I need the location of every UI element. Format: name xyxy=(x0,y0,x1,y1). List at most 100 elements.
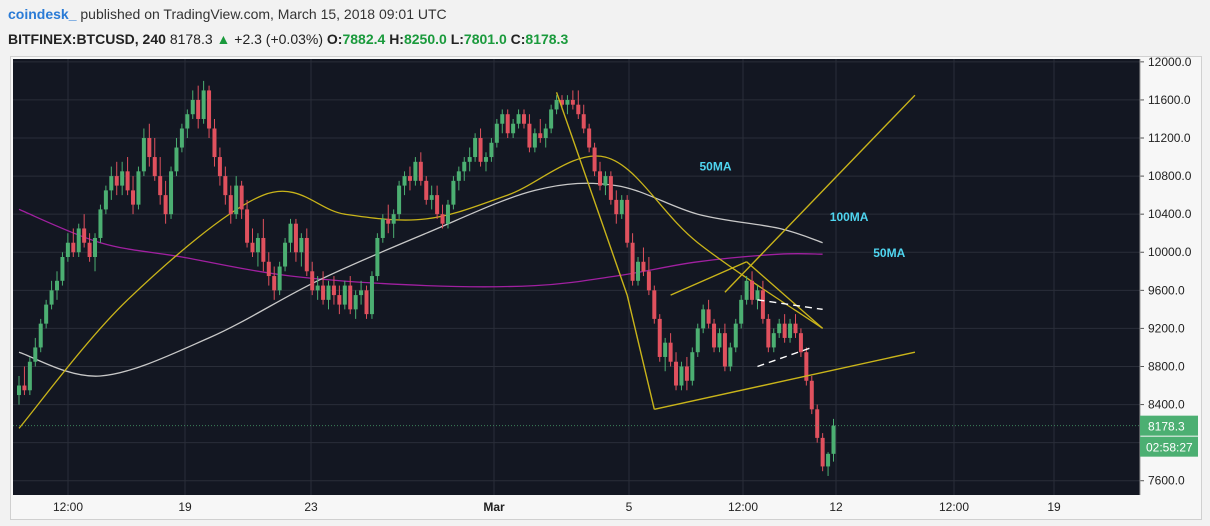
candle-body xyxy=(136,171,141,205)
candle-body xyxy=(158,176,163,196)
candle-body xyxy=(201,90,206,119)
ma-annotation: 50MA xyxy=(699,159,731,173)
candle-body xyxy=(359,290,364,296)
candle-body xyxy=(288,223,293,243)
candle-body xyxy=(131,190,136,205)
candle-body xyxy=(608,176,613,200)
y-tick-label: 9200.0 xyxy=(1148,321,1185,335)
candle-body xyxy=(603,176,608,186)
candle-body xyxy=(798,333,803,353)
candle-body xyxy=(245,209,250,243)
publish-info: published on TradingView.com, March 15, … xyxy=(80,6,447,22)
candle-body xyxy=(65,242,70,258)
y-tick-label: 8400.0 xyxy=(1148,398,1185,412)
trendline xyxy=(746,261,824,329)
candle-body xyxy=(739,299,744,324)
candle-body xyxy=(196,99,201,119)
candle-body xyxy=(576,104,581,115)
candlestick-chart[interactable]: 12000.0 11600.0 11200.0 10800.0 10400.0 10000… xyxy=(11,57,1201,519)
candle-body xyxy=(179,128,184,148)
candle-body xyxy=(483,157,488,162)
x-tick-label: Mar xyxy=(483,500,505,514)
candle-body xyxy=(521,114,526,124)
candle-body xyxy=(636,261,641,281)
candle-body xyxy=(402,176,407,186)
candle-body xyxy=(489,142,494,158)
y-tick-label: 11200.0 xyxy=(1148,131,1191,145)
last-price: 8178.3 xyxy=(169,31,213,47)
candle-body xyxy=(103,190,108,210)
candle-body xyxy=(684,366,689,381)
candle-body xyxy=(321,285,326,300)
y-tick-label: 9600.0 xyxy=(1148,283,1185,297)
candle-body xyxy=(690,352,695,381)
y-tick-label: 11600.0 xyxy=(1148,93,1191,107)
candle-body xyxy=(120,171,125,186)
candle-body xyxy=(163,195,168,215)
candle-body xyxy=(174,147,179,172)
candle-body xyxy=(809,380,814,410)
candle-body xyxy=(375,237,380,277)
candle-body xyxy=(17,385,21,396)
candle-body xyxy=(760,290,765,319)
candle-body xyxy=(695,328,700,353)
trendline xyxy=(654,351,916,411)
candle-body xyxy=(60,257,65,281)
countdown-tag: 02:58:27 xyxy=(1146,441,1193,455)
candle-body xyxy=(147,138,152,158)
candle-body xyxy=(630,242,635,281)
trendline xyxy=(626,294,655,410)
candle-body xyxy=(38,323,43,348)
candle-body xyxy=(706,309,711,324)
candle-body xyxy=(668,342,673,362)
ma-annotation: 50MA xyxy=(873,246,905,260)
countdown-tag-bg xyxy=(1140,436,1198,457)
candle-body xyxy=(261,237,266,262)
x-tick-label: 12 xyxy=(829,500,843,514)
candle-body xyxy=(826,453,831,467)
candle-body xyxy=(429,195,434,200)
candle-body xyxy=(467,157,472,162)
author-name[interactable]: coindesk_ xyxy=(8,6,77,22)
candle-body xyxy=(369,276,374,315)
candle-body xyxy=(462,161,467,172)
candle-body xyxy=(679,366,684,386)
candle-body xyxy=(255,237,260,253)
trendline xyxy=(670,261,747,296)
chart-header-publisher: coindesk_ published on TradingView.com, … xyxy=(8,6,447,26)
candle-body xyxy=(652,290,657,319)
candle-body xyxy=(663,342,668,357)
candles-group xyxy=(17,80,836,476)
candle-body xyxy=(560,99,564,105)
candle-body xyxy=(793,323,798,334)
candle-body xyxy=(771,333,776,348)
y-tick-label: 8800.0 xyxy=(1148,359,1185,373)
close-label: C: xyxy=(510,31,526,47)
candle-body xyxy=(234,185,239,215)
candle-body xyxy=(33,347,38,362)
candle-body xyxy=(342,285,347,305)
candle-body xyxy=(549,109,554,129)
candle-body xyxy=(418,161,423,181)
candle-body xyxy=(217,157,222,177)
y-tick-label: 10400.0 xyxy=(1148,207,1192,221)
candle-body xyxy=(478,138,483,162)
candle-body xyxy=(674,361,679,386)
candle-body xyxy=(397,185,402,215)
ma100-line xyxy=(18,182,823,377)
candle-body xyxy=(570,99,575,105)
candle-body xyxy=(543,128,548,139)
candle-body xyxy=(49,290,54,305)
candle-body xyxy=(712,323,717,348)
candle-body xyxy=(185,114,190,129)
price-tag: 8178.3 xyxy=(1148,420,1185,434)
candle-body xyxy=(625,199,630,243)
y-tick-label: 10000.0 xyxy=(1148,245,1192,259)
chart-frame[interactable]: 12000.0 11600.0 11200.0 10800.0 10400.0 10000… xyxy=(10,56,1202,520)
candle-body xyxy=(717,333,722,348)
candle-body xyxy=(473,138,478,158)
flag-line xyxy=(757,299,823,311)
x-tick-label: 12:00 xyxy=(53,500,83,514)
candle-body xyxy=(353,295,358,310)
symbol-label: BITFINEX:BTCUSD, 240 xyxy=(8,31,166,47)
